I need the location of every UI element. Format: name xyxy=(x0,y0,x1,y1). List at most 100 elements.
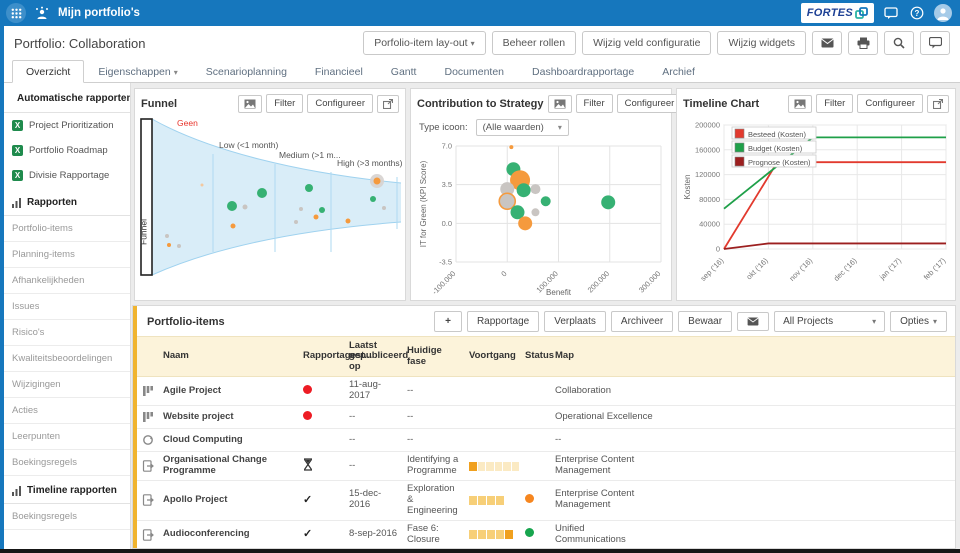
type-icon-filter-row: Type icoon: (Alle waarden) ▾ xyxy=(411,117,671,140)
sidebar-item-acties[interactable]: Acties xyxy=(4,398,130,424)
header-button-beheer-rollen[interactable]: Beheer rollen xyxy=(492,31,576,55)
filter-button[interactable]: Filter xyxy=(576,94,613,113)
cycle-icon xyxy=(133,434,163,446)
type-icon-select[interactable]: (Alle waarden) ▾ xyxy=(476,119,569,136)
top-bar: Mijn portfolio's FORTES ? xyxy=(0,0,960,26)
sidebar-item-boekingsregels[interactable]: Boekingsregels xyxy=(4,504,130,530)
progress-segment xyxy=(469,496,477,505)
tab-documenten[interactable]: Documenten xyxy=(430,60,518,83)
column-voortgang[interactable]: Voortgang xyxy=(469,351,525,361)
column-naam[interactable]: Naam xyxy=(163,351,303,361)
table-row[interactable]: Audioconferencing✓8-sep-2016Fase 6: Clos… xyxy=(133,521,955,549)
legend-label: Prognose (Kosten) xyxy=(748,158,811,167)
apps-grid-button[interactable] xyxy=(6,3,26,23)
verplaats-button[interactable]: Verplaats xyxy=(544,311,606,332)
column-laatst-gepubliceerd[interactable]: Laatst gepubliceerd op xyxy=(349,341,407,372)
column-status[interactable]: Status xyxy=(525,351,555,361)
project-filter-select[interactable]: All Projects ▾ xyxy=(774,311,885,332)
sidebar-item-kwaliteitsbeoordelingen[interactable]: Kwaliteitsbeoordelingen xyxy=(4,346,130,372)
funnel-section-label: Low (<1 month) xyxy=(219,140,278,150)
column-map[interactable]: Map xyxy=(555,351,955,361)
column-huidige-fase[interactable]: Huidige fase xyxy=(407,346,469,367)
item-name[interactable]: Audioconferencing xyxy=(163,529,303,540)
print-icon xyxy=(857,37,870,49)
tab-dashboardrapportage[interactable]: Dashboardrapportage xyxy=(518,60,648,83)
sidebar-item-risico-s[interactable]: Risico's xyxy=(4,320,130,346)
bar-chart-icon xyxy=(12,486,22,496)
table-row[interactable]: Website project----Operational Excellenc… xyxy=(133,406,955,429)
item-name[interactable]: Website project xyxy=(163,412,303,423)
sidebar-item-afhankelijkheden[interactable]: Afhankelijkheden xyxy=(4,268,130,294)
item-name[interactable]: Organisational Change Programme xyxy=(163,455,303,477)
sidebar-item-divisie-rapportage[interactable]: XDivisie Rapportage xyxy=(4,163,130,188)
user-avatar[interactable] xyxy=(934,4,952,22)
sidebar-item-planning-items[interactable]: Planning-items xyxy=(4,242,130,268)
tab-eigenschappen[interactable]: Eigenschappen▾ xyxy=(84,60,191,83)
table-row[interactable]: Agile Project11-aug-2017--Collaboration xyxy=(133,377,955,406)
sidebar-item-boekingsregels[interactable]: Boekingsregels xyxy=(4,450,130,476)
funnel-dot xyxy=(382,206,386,210)
sidebar-item-wijzigingen[interactable]: Wijzigingen xyxy=(4,372,130,398)
funnel-dot xyxy=(294,220,298,224)
table-row[interactable]: Organisational Change Programme--Identif… xyxy=(133,452,955,481)
tab-scenarioplanning[interactable]: Scenarioplanning xyxy=(192,60,301,83)
configure-button[interactable]: Configureer xyxy=(307,94,373,113)
sidebar-item-label: Portfolio Roadmap xyxy=(29,145,108,156)
chat-button[interactable] xyxy=(882,4,900,22)
sidebar-section-header: Automatische rapporten✎ xyxy=(4,83,130,113)
table-row[interactable]: Apollo Project✓15-dec-2016Exploration & … xyxy=(133,481,955,521)
sidebar-item-portfolio-roadmap[interactable]: XPortfolio Roadmap xyxy=(4,138,130,163)
export-image-button[interactable] xyxy=(548,95,572,113)
help-button[interactable]: ? xyxy=(908,4,926,22)
item-name[interactable]: Cloud Computing xyxy=(163,435,303,446)
bubble xyxy=(530,184,540,194)
y-tick-label: 0.0 xyxy=(442,219,452,228)
sidebar-item-project-prioritization[interactable]: XProject Prioritization xyxy=(4,113,130,138)
sidebar-item-issues[interactable]: Issues xyxy=(4,294,130,320)
header-button-wijzig-veld-configuratie[interactable]: Wijzig veld configuratie xyxy=(582,31,711,55)
sidebar-item-portfolio-items[interactable]: Portfolio-items xyxy=(4,216,130,242)
funnel-panel-title: Funnel xyxy=(141,98,234,110)
progress-segment xyxy=(512,462,520,471)
add-item-button[interactable]: + xyxy=(434,311,462,332)
funnel-dot xyxy=(231,224,236,229)
archiveer-button[interactable]: Archiveer xyxy=(611,311,673,332)
item-name[interactable]: Agile Project xyxy=(163,386,303,397)
filter-button[interactable]: Filter xyxy=(816,94,853,113)
popout-button[interactable] xyxy=(377,95,399,113)
funnel-section-label: Medium (>1 m... xyxy=(279,150,341,160)
column-rapportagestatus[interactable]: Rapportagest... xyxy=(303,351,349,361)
progress-segment xyxy=(487,530,495,539)
x-axis-label: Benefit xyxy=(546,288,572,297)
bewaar-button[interactable]: Bewaar xyxy=(678,311,732,332)
export-image-button[interactable] xyxy=(788,95,812,113)
header-button-wijzig-widgets[interactable]: Wijzig widgets xyxy=(717,31,806,55)
item-name[interactable]: Apollo Project xyxy=(163,495,303,506)
feedback-button[interactable] xyxy=(920,31,950,55)
rapportage-button[interactable]: Rapportage xyxy=(467,311,539,332)
funnel-dot xyxy=(299,207,303,211)
page-header: Portfolio: Collaboration Porfolio-item l… xyxy=(4,26,960,60)
configure-button[interactable]: Configureer xyxy=(617,94,683,113)
tab-overzicht[interactable]: Overzicht xyxy=(12,60,84,83)
excel-icon: X xyxy=(12,120,23,131)
tab-archief[interactable]: Archief xyxy=(648,60,709,83)
export-image-button[interactable] xyxy=(238,95,262,113)
mail-button[interactable] xyxy=(812,31,842,55)
options-button[interactable]: Opties▾ xyxy=(890,311,947,332)
popout-button[interactable] xyxy=(927,95,949,113)
progress-segment xyxy=(478,462,486,471)
mail-report-button[interactable] xyxy=(737,312,769,331)
tab-financieel[interactable]: Financieel xyxy=(301,60,377,83)
x-tick-label: jan ('17) xyxy=(877,256,903,282)
search-button[interactable] xyxy=(884,31,914,55)
header-button-porfolio-item-lay-out[interactable]: Porfolio-item lay-out▾ xyxy=(363,31,485,55)
sidebar-item-leerpunten[interactable]: Leerpunten xyxy=(4,424,130,450)
table-row[interactable]: Cloud Computing------ xyxy=(133,429,955,452)
filter-button[interactable]: Filter xyxy=(266,94,303,113)
chevron-down-icon: ▾ xyxy=(558,123,562,132)
tab-gantt[interactable]: Gantt xyxy=(377,60,431,83)
image-icon xyxy=(554,99,566,109)
print-button[interactable] xyxy=(848,31,878,55)
configure-button[interactable]: Configureer xyxy=(857,94,923,113)
